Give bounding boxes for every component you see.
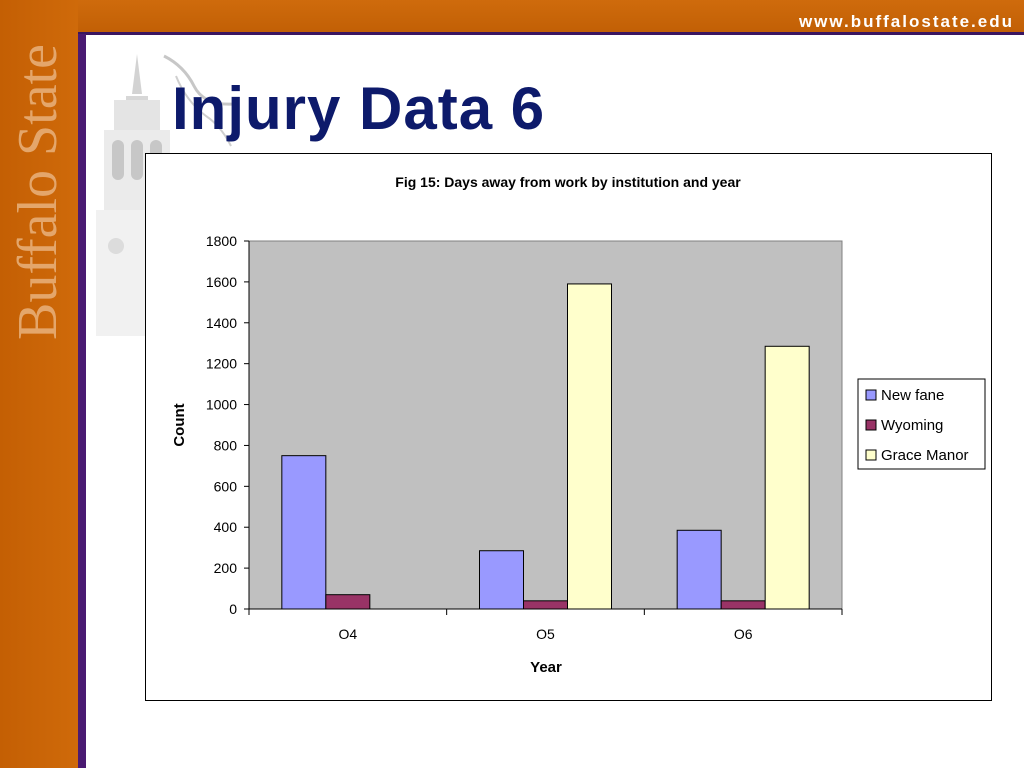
- bar-grace-manor: [764, 345, 810, 610]
- bar-wyoming: [720, 600, 766, 610]
- y-tick-label: 800: [214, 437, 238, 453]
- y-tick-label: 600: [214, 478, 238, 494]
- buffalo-state-wordmark: Buffalo State: [7, 43, 69, 340]
- legend-label: Grace Manor: [881, 447, 969, 464]
- y-tick-label: 1200: [206, 356, 237, 372]
- y-axis-label: Count: [171, 403, 188, 446]
- site-url[interactable]: www.buffalostate.edu: [798, 12, 1014, 31]
- y-tick-label: 1000: [206, 397, 237, 413]
- bar-grace-manor: [567, 283, 612, 610]
- slide-title: Injury Data 6: [172, 75, 546, 142]
- bar-new-fane: [479, 550, 524, 610]
- chart-title: Fig 15: Days away from work by instituti…: [395, 174, 741, 190]
- x-tick-label: O6: [734, 626, 753, 642]
- top-rule: [78, 32, 1024, 35]
- legend-swatch: [865, 449, 877, 461]
- bar-new-fane: [676, 529, 722, 610]
- bar-wyoming: [325, 594, 371, 610]
- y-tick-label: 400: [214, 519, 238, 535]
- y-tick-label: 200: [214, 560, 238, 576]
- bar-wyoming: [523, 600, 568, 610]
- y-tick-label: 1800: [206, 233, 237, 249]
- bell-tower-illustration: [96, 54, 235, 336]
- chart-svg: Fig 15: Days away from work by instituti…: [171, 174, 986, 676]
- plot-area: [248, 240, 843, 610]
- legend-label: Wyoming: [881, 417, 943, 434]
- y-tick-label: 0: [229, 601, 237, 617]
- chart-frame: Fig 15: Days away from work by instituti…: [145, 153, 992, 701]
- legend-box: [857, 378, 986, 470]
- y-tick-label: 1400: [206, 315, 237, 331]
- x-axis-label: Year: [530, 659, 562, 676]
- x-tick-label: O5: [536, 626, 555, 642]
- header-band: www.buffalostate.edu: [0, 0, 1024, 34]
- legend-label: New fane: [881, 387, 944, 404]
- bar-new-fane: [281, 455, 327, 610]
- legend-swatch: [865, 419, 877, 431]
- legend-swatch: [865, 389, 877, 401]
- y-tick-label: 1600: [206, 274, 237, 290]
- purple-stripe: [78, 34, 86, 768]
- x-tick-label: O4: [338, 626, 357, 642]
- left-band: Buffalo State: [0, 0, 78, 768]
